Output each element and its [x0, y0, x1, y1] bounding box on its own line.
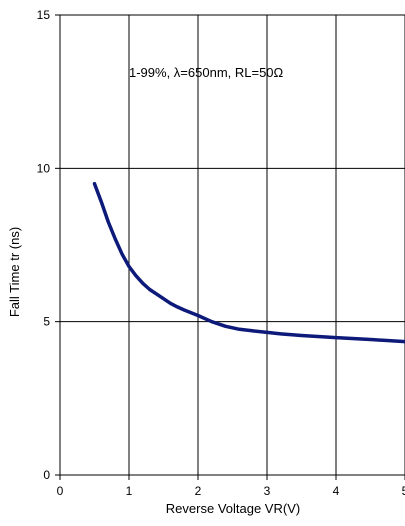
x-tick-label: 3 [264, 484, 271, 498]
grid-layer [60, 15, 405, 475]
x-tick-label: 0 [57, 484, 64, 498]
axis-layer [55, 15, 405, 480]
x-tick-label: 5 [402, 484, 405, 498]
y-tick-label: 0 [43, 468, 50, 482]
label-layer: 1-99%, λ=650nm, RL=50Ω Reverse Voltage V… [7, 8, 405, 516]
y-tick-label: 15 [37, 8, 51, 22]
y-tick-label: 5 [43, 315, 50, 329]
x-tick-label: 1 [126, 484, 133, 498]
series-layer [95, 184, 405, 342]
y-axis-label: Fall Time tr (ns) [7, 227, 22, 317]
fall-time-curve [95, 184, 405, 342]
y-tick-label: 10 [37, 161, 51, 175]
x-tick-label: 4 [333, 484, 340, 498]
chart-annotation: 1-99%, λ=650nm, RL=50Ω [129, 65, 284, 80]
x-axis-label: Reverse Voltage VR(V) [166, 501, 300, 516]
x-tick-label: 2 [195, 484, 202, 498]
